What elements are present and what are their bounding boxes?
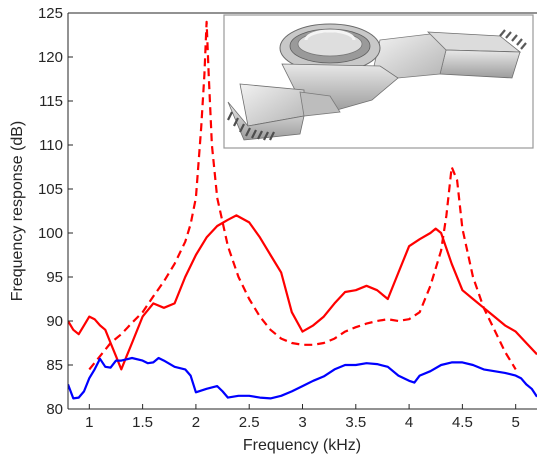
inset-3d-model	[223, 14, 534, 149]
x-tick-label: 2.5	[239, 414, 260, 431]
x-tick-label: 1.5	[132, 414, 153, 431]
y-tick-label: 120	[38, 49, 63, 66]
x-tick-label: 1	[85, 414, 93, 431]
x-axis-label: Frequency (kHz)	[243, 437, 361, 454]
x-tick-label: 4	[405, 414, 413, 431]
x-tick-label: 2	[192, 414, 200, 431]
y-tick-label: 125	[38, 5, 63, 22]
y-axis-label: Frequency response (dB)	[9, 121, 26, 302]
tick-layer: 1 1.5 2 2.5 3 3.5 4 4.5 5 80 85 90 95 100 105 110 115 120…	[38, 5, 520, 431]
x-tick-label: 3.5	[345, 414, 366, 431]
y-tick-label: 115	[39, 93, 63, 110]
series-line-2	[68, 214, 537, 371]
x-tick-label: 5	[512, 414, 520, 431]
series-layer	[68, 20, 537, 400]
y-tick-label: 110	[39, 137, 63, 154]
y-tick-label: 105	[38, 181, 63, 198]
y-tick-label: 100	[38, 225, 63, 242]
x-tick-label: 3	[298, 414, 306, 431]
x-tick-label: 4.5	[452, 414, 473, 431]
series-line-3	[68, 356, 537, 400]
series-line-1	[88, 20, 517, 371]
waveguide-model-drawing	[227, 23, 527, 141]
y-tick-label: 80	[46, 401, 63, 418]
y-tick-label: 95	[46, 269, 63, 286]
y-tick-label: 85	[46, 357, 63, 374]
y-tick-label: 90	[46, 313, 63, 330]
